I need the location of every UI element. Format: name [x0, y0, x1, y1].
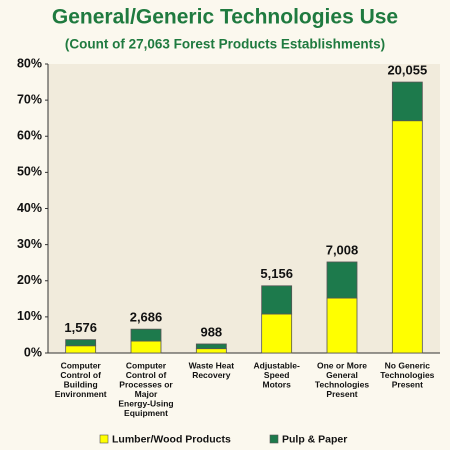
legend-swatch: [269, 434, 279, 444]
y-tick-label: 40%: [17, 201, 42, 215]
x-tick-label: Motors: [262, 379, 291, 389]
x-tick-label: Computer: [126, 360, 167, 370]
x-tick-label: Control of: [60, 370, 101, 380]
x-tick-label: No Generic: [385, 360, 431, 370]
total-label: 2,686: [130, 310, 163, 325]
x-tick-label: One or More: [317, 360, 367, 370]
y-tick-label: 50%: [17, 165, 42, 179]
total-label: 7,008: [326, 242, 359, 257]
x-tick-label: Energy-Using: [118, 398, 173, 408]
legend-label: Lumber/Wood Products: [112, 433, 231, 445]
x-tick-label: Environment: [55, 389, 107, 399]
x-tick-label: Major: [135, 389, 158, 399]
bar-segment: [130, 328, 162, 342]
x-tick-label: Computer: [61, 360, 102, 370]
y-tick-label: 60%: [17, 129, 42, 143]
y-tick-label: 80%: [17, 56, 42, 70]
total-label: 5,156: [260, 266, 293, 281]
chart-subtitle: (Count of 27,063 Forest Products Establi…: [65, 37, 385, 52]
bar-segment: [261, 285, 293, 315]
bar-segment: [130, 340, 162, 354]
y-tick-label: 20%: [17, 273, 42, 287]
y-tick-label: 0%: [24, 345, 42, 359]
x-tick-label: Technologies: [315, 379, 369, 389]
bar-segment: [391, 120, 423, 354]
total-label: 20,055: [387, 63, 427, 78]
x-tick-label: Waste Heat: [189, 360, 235, 370]
legend-label: Pulp & Paper: [282, 433, 347, 445]
x-tick-label: General: [326, 370, 358, 380]
x-tick-label: Technologies: [380, 370, 434, 380]
bar-segment: [326, 261, 358, 299]
legend-swatch: [99, 434, 109, 444]
bar-segment: [195, 348, 227, 354]
x-tick-label: Equipment: [124, 408, 168, 418]
y-tick-label: 10%: [17, 309, 42, 323]
bar-segment: [65, 339, 97, 347]
total-label: 1,576: [64, 320, 97, 335]
y-tick-label: 30%: [17, 237, 42, 251]
x-tick-label: Building: [64, 379, 98, 389]
bar-segment: [195, 343, 227, 350]
total-label: 988: [200, 324, 222, 339]
x-tick-label: Adjustable-: [254, 360, 300, 370]
x-tick-label: Present: [326, 389, 357, 399]
x-tick-label: Present: [392, 379, 423, 389]
x-tick-label: Control of: [126, 370, 167, 380]
x-tick-label: Recovery: [192, 370, 231, 380]
chart-title: General/Generic Technologies Use: [52, 6, 398, 29]
x-tick-label: Processes or: [119, 379, 173, 389]
bar-segment: [261, 313, 293, 354]
bar-segment: [65, 345, 97, 354]
x-tick-label: Speed: [264, 370, 290, 380]
plot-background: [48, 64, 440, 353]
y-tick-label: 70%: [17, 92, 42, 106]
bar-segment: [326, 297, 358, 354]
bar-segment: [391, 81, 423, 122]
